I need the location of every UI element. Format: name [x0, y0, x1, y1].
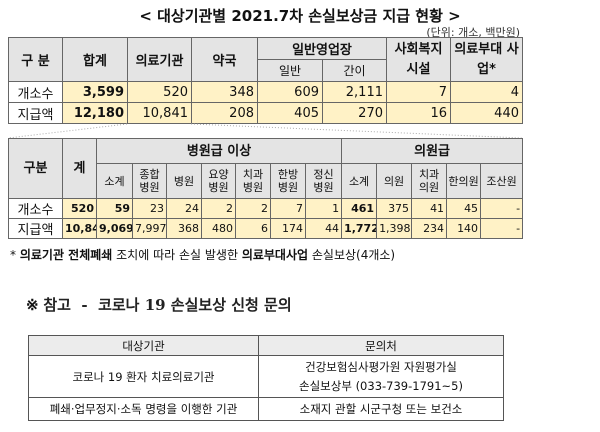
header-pharmacy: 약국: [191, 37, 258, 82]
medical-institution-breakdown-table: 구분 계 병원급 이상 의원급 소계 종합 병원 병원 요양 병원 치과 병원 한방 병원…: [8, 138, 524, 239]
cell: 45: [446, 198, 482, 219]
header-contact: 문의처: [258, 335, 504, 356]
header-clinic-group: 의원급: [341, 138, 524, 164]
table-row: 개소수 3,599 520 348 609 2,111 7 4: [8, 81, 523, 103]
cell: 609: [257, 81, 323, 103]
cell: -: [480, 218, 524, 239]
header-ancillary: 의료부대 사업*: [450, 37, 523, 82]
subheader-1: 종합 병원: [132, 163, 167, 199]
cell: 440: [450, 102, 523, 124]
footnote-text: 조치에 따라 손실 발생한: [112, 248, 242, 262]
footnote-star: *: [10, 248, 16, 262]
page-title: < 대상기관별 2021.7차 손실보상금 지급 현황 >: [139, 7, 461, 25]
subheader-10: 한의원: [446, 163, 482, 199]
cell: 9,069: [96, 218, 133, 239]
subheader-6: 정신 병원: [304, 163, 343, 199]
cell: 7: [270, 198, 306, 219]
cell: 270: [322, 102, 387, 124]
cell: 520: [62, 198, 97, 219]
cell: 24: [166, 198, 202, 219]
cell: 12,180: [62, 102, 128, 124]
table-row: 지급액10,8419,0697,9973684806174441,7721,39…: [8, 218, 524, 239]
subheader-2: 병원: [166, 163, 202, 199]
cell: 1,772: [341, 218, 378, 239]
contact-line: 건강보험심사평가원 자원평가실: [305, 359, 457, 374]
header-medical: 의료기관: [127, 37, 192, 82]
cell: 23: [132, 198, 167, 219]
connector-lines: [7, 123, 523, 139]
contact-cell: 소재지 관할 시군구청 또는 보건소: [258, 397, 504, 421]
header-gubun: 구분: [8, 138, 63, 199]
reference-mark: ※: [26, 296, 39, 314]
row-label: 지급액: [8, 218, 63, 239]
cell: 2,111: [322, 81, 387, 103]
footnote-bold: 의료기관 전체폐쇄: [19, 248, 113, 262]
cell: 174: [270, 218, 306, 239]
cell: 140: [446, 218, 482, 239]
unit-label: (단위: 개소, 백만원): [426, 26, 520, 39]
cell: 1,398: [376, 218, 413, 239]
target-cell: 코로나 19 환자 치료의료기관: [28, 355, 259, 398]
cell: 2: [201, 198, 236, 219]
cell: 41: [411, 198, 448, 219]
subheader-5: 한방 병원: [270, 163, 306, 199]
row-label: 지급액: [8, 102, 63, 124]
header-target: 대상기관: [28, 335, 259, 356]
subheader-4: 치과 병원: [235, 163, 271, 199]
cell: 44: [304, 218, 343, 239]
subheader-7: 소계: [341, 163, 378, 199]
header-welfare: 사회복지 시설: [386, 37, 451, 82]
cell: 59: [96, 198, 133, 219]
cell: 10,841: [127, 102, 192, 124]
cell: 368: [166, 218, 202, 239]
footnote: * 의료기관 전체폐쇄 조치에 따라 손실 발생한 의료부대사업 손실보상(4개…: [10, 246, 395, 263]
cell: 480: [201, 218, 236, 239]
cell: 405: [257, 102, 323, 124]
subheader-8: 의원: [376, 163, 413, 199]
cell: -: [480, 198, 524, 219]
header-total: 계: [62, 138, 97, 199]
contact-line: 손실보상부 (033-739-1791~5): [299, 378, 463, 393]
cell: 10,841: [62, 218, 97, 239]
cell: 520: [127, 81, 192, 103]
cell: 234: [411, 218, 448, 239]
subheader-11: 조산원: [480, 163, 524, 199]
cell: 4: [450, 81, 523, 103]
target-cell: 폐쇄·업무정지·소독 명령을 이행한 기관: [28, 397, 259, 421]
subheader-9: 치과 의원: [411, 163, 448, 199]
reference-heading: ※ 참고 - 코로나 19 손실보상 신청 문의: [26, 294, 292, 315]
cell: 375: [376, 198, 413, 219]
footnote-text: 손실보상(4개소): [308, 248, 396, 262]
table-row: 개소수 520 59 23 24 2 2 7 1 461 375 41 45-: [8, 198, 524, 219]
header-general-business: 일반영업장: [257, 37, 387, 60]
cell: 1: [304, 198, 343, 219]
cell: 461: [341, 198, 378, 219]
cell: 2: [235, 198, 271, 219]
header-general: 일반: [257, 59, 323, 82]
row-label: 개소수: [8, 81, 63, 103]
cell: 208: [191, 102, 258, 124]
table-row: 폐쇄·업무정지·소독 명령을 이행한 기관 소재지 관할 시군구청 또는 보건소: [28, 397, 504, 421]
reference-title: 참고 - 코로나 19 손실보상 신청 문의: [43, 296, 292, 314]
header-total: 합계: [62, 37, 128, 82]
payment-by-institution-table: 구 분 합계 의료기관 약국 일반영업장 사회복지 시설 의료부대 사업* 일반…: [8, 37, 523, 124]
table-row: 지급액 12,180 10,841 208 405 270 16 440: [8, 102, 523, 124]
subheader-0: 소계: [96, 163, 133, 199]
header-simple: 간이: [322, 59, 387, 82]
cell: 6: [235, 218, 271, 239]
footnote-bold: 의료부대사업: [241, 248, 309, 262]
header-hospital-group: 병원급 이상: [95, 138, 343, 164]
subheader-3: 요양 병원: [201, 163, 236, 199]
cell: 3,599: [62, 81, 128, 103]
inquiry-table: 대상기관 문의처 코로나 19 환자 치료의료기관 건강보험심사평가원 자원평가실…: [28, 335, 504, 421]
cell: 7,997: [132, 218, 167, 239]
row-label: 개소수: [8, 198, 63, 219]
cell: 16: [386, 102, 451, 124]
cell: 7: [386, 81, 451, 103]
cell: 348: [191, 81, 258, 103]
header-gubun: 구 분: [8, 37, 63, 82]
